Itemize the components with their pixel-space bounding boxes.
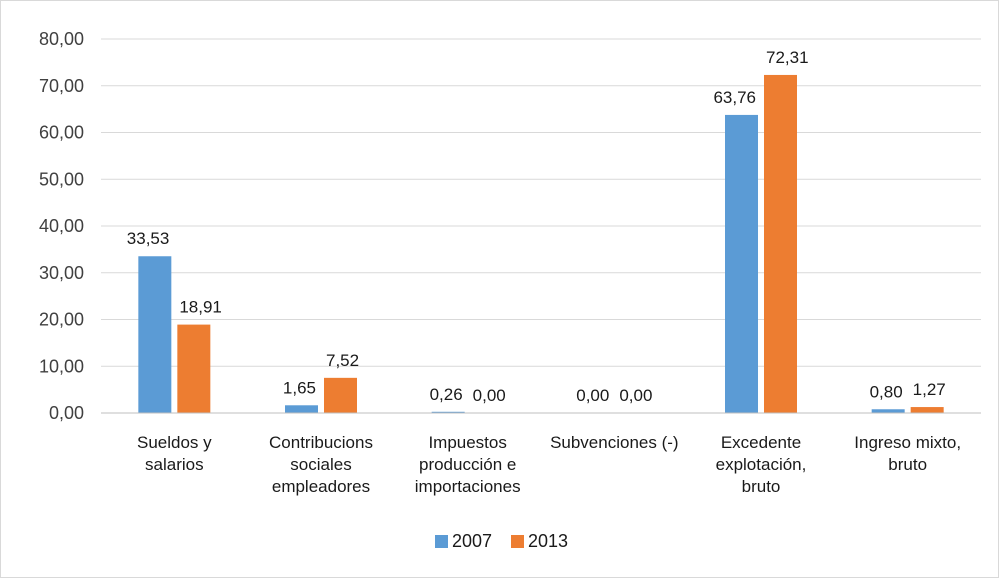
x-category-label-line: Sueldos y [137,433,212,452]
y-tick-label: 60,00 [39,123,84,143]
data-label-2007: 0,00 [576,386,609,405]
data-label-2013: 1,27 [913,380,946,399]
y-tick-label: 70,00 [39,76,84,96]
legend-label-2013: 2013 [528,531,568,551]
data-labels: 33,53 18,91 1,65 7,52 0,26 0,00 0,00 0,00 63,76 7… [127,48,946,405]
x-category-label-line: importaciones [415,477,521,496]
data-label-2007: 63,76 [713,88,756,107]
x-category-label-line: sociales [290,455,351,474]
x-category-label-line: producción e [419,455,516,474]
data-label-2013: 0,00 [473,386,506,405]
x-category-label-line: bruto [742,477,781,496]
x-category-label: Excedente explotación, bruto [716,433,807,496]
x-category-label-line: salarios [145,455,204,474]
x-category-label: Sueldos y salarios [137,433,212,474]
x-category-label-line: Impuestos [428,433,506,452]
data-label-2013: 18,91 [179,298,222,317]
x-category-label-line: Ingreso mixto, [854,433,961,452]
x-category-label: Ingreso mixto, bruto [854,433,961,474]
legend-swatch-2013 [511,535,524,548]
legend-label-2007: 2007 [452,531,492,551]
x-category-label: Impuestos producción e importaciones [415,433,521,496]
x-category-label-line: Contribucions [269,433,373,452]
x-axis-category-labels: Sueldos y salarios Contribucions sociales em… [137,433,961,496]
y-tick-label: 10,00 [39,356,84,376]
x-category-label: Subvenciones (-) [550,433,679,452]
bar-2013 [177,324,211,413]
x-category-label-line: empleadores [272,477,370,496]
bar-2007 [138,256,172,413]
bar-2013 [324,377,357,413]
bar-2007 [285,405,318,413]
bar-2013 [764,74,797,414]
data-label-2013: 72,31 [766,48,809,67]
data-label-2013: 0,00 [619,386,652,405]
y-tick-label: 30,00 [39,263,84,283]
data-label-2007: 1,65 [283,378,316,397]
bar-2007 [871,409,905,413]
bar-2013 [910,407,944,413]
y-tick-label: 50,00 [39,169,84,189]
x-category-label-line: Excedente [721,433,801,452]
bar-2007 [431,411,465,413]
legend: 2007 2013 [435,531,568,551]
y-tick-label: 80,00 [39,29,84,49]
y-tick-label: 0,00 [49,403,84,423]
data-label-2013: 7,52 [326,351,359,370]
y-tick-label: 20,00 [39,310,84,330]
data-label-2007: 33,53 [127,229,170,248]
x-category-label-line: Subvenciones (-) [550,433,679,452]
x-category-label-line: bruto [888,455,927,474]
y-tick-label: 40,00 [39,216,84,236]
legend-swatch-2007 [435,535,448,548]
bar-2007 [725,114,758,413]
y-axis-tick-labels: 0,00 10,00 20,00 30,00 40,00 50,00 60,00 70,00 8… [39,29,84,423]
bars [138,74,944,414]
data-label-2007: 0,26 [430,385,463,404]
x-category-label-line: explotación, [716,455,807,474]
gridlines [101,38,981,367]
x-category-label: Contribucions sociales empleadores [269,433,373,496]
data-label-2007: 0,80 [870,382,903,401]
